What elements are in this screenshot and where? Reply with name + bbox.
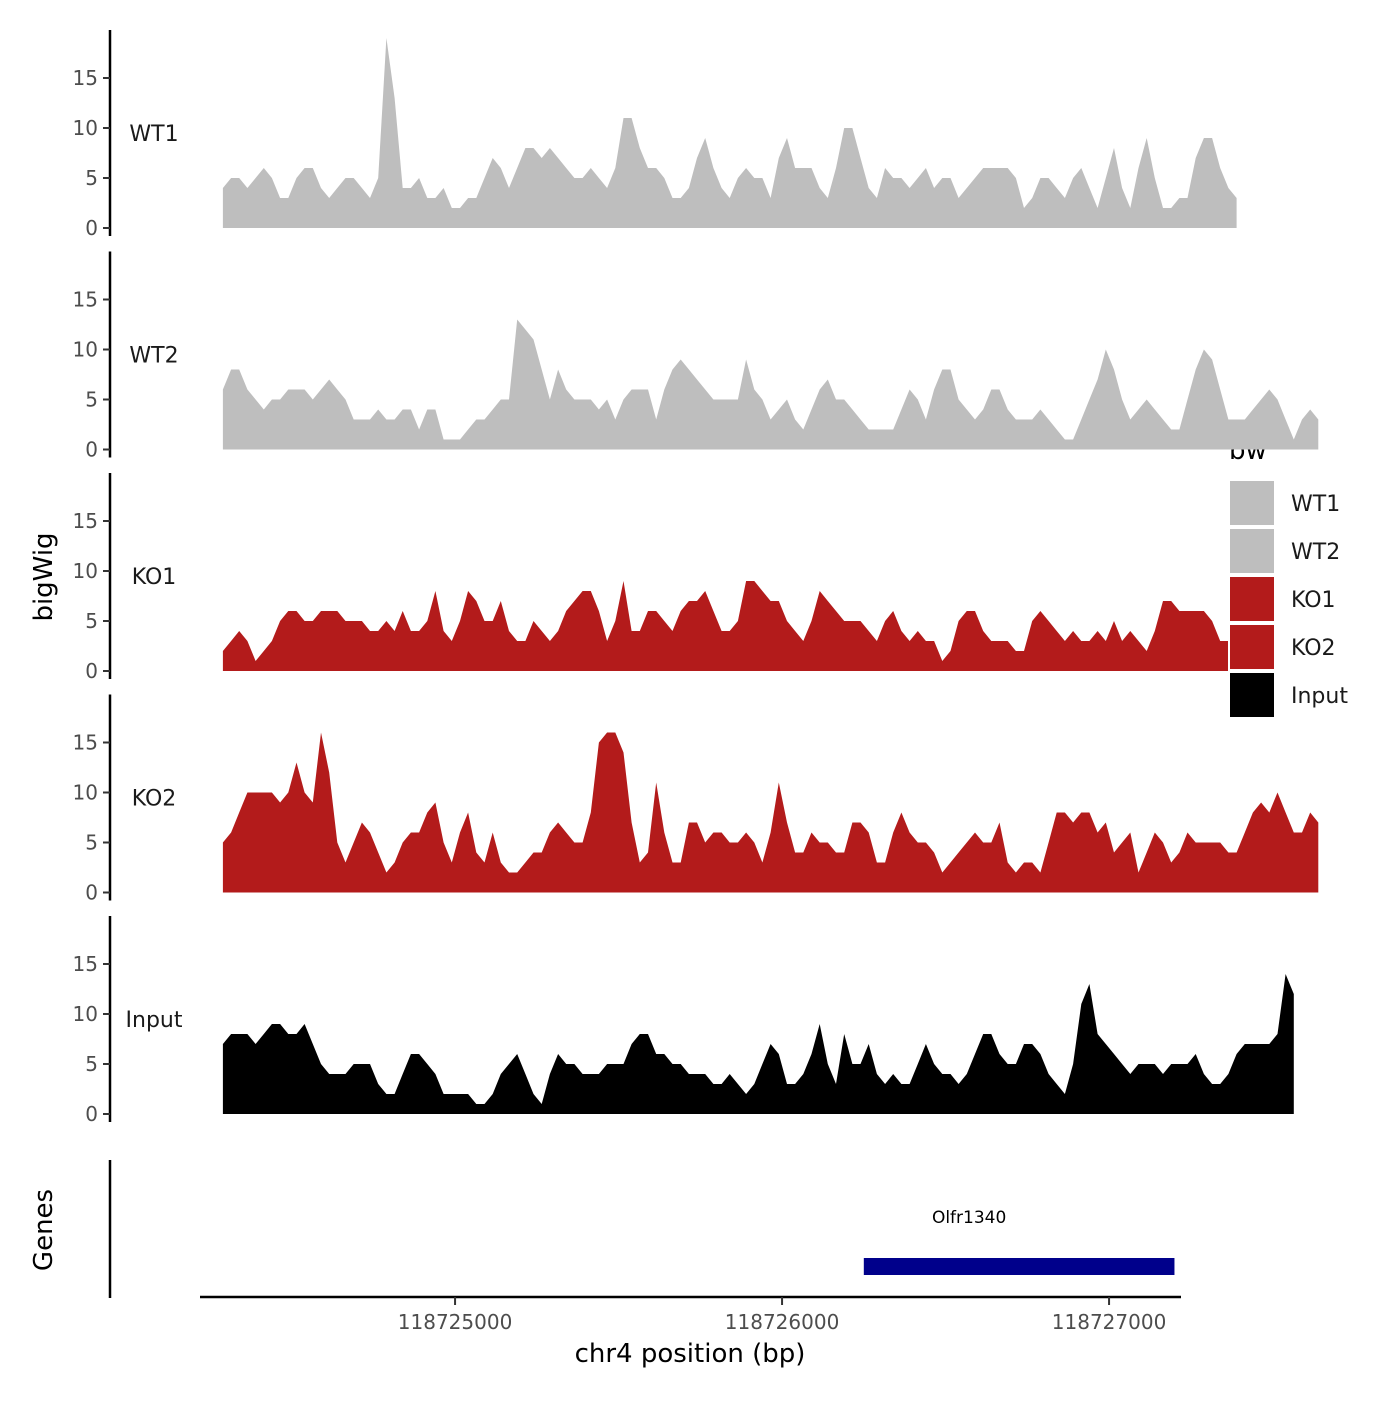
track-label: WT1 [129, 122, 178, 147]
y-tick-label: 10 [73, 781, 98, 805]
legend-key [1228, 623, 1276, 671]
y-tick-label: 0 [85, 1102, 98, 1126]
signal-area [222, 974, 1294, 1114]
track-label: Input [126, 1008, 183, 1033]
track-wt1: 0 5 10 15 WT1 [73, 30, 1237, 240]
legend-key [1228, 575, 1276, 623]
y-tick-label: 0 [85, 881, 98, 905]
signal-area [222, 732, 1319, 893]
legend: WT1 WT2 KO1 KO2 Input [1228, 479, 1348, 719]
y-tick-label: 5 [85, 1052, 98, 1076]
legend-label: KO2 [1291, 636, 1336, 661]
y-tick-label: 10 [73, 1002, 98, 1026]
y-tick-label: 5 [85, 166, 98, 190]
gene-body [863, 1258, 1175, 1275]
genes-track-title: Genes [29, 1189, 59, 1271]
track-label: WT2 [129, 344, 178, 369]
y-tick-label: 5 [85, 831, 98, 855]
x-tick-label: 118727000 [1052, 1310, 1167, 1334]
y-tick-label: 0 [85, 216, 98, 240]
y-axis-title: bigWig [29, 532, 59, 621]
y-tick-label: 5 [85, 388, 98, 412]
tracks-layer: 0 5 10 15 WT1 0 5 10 15 WT2 0 5 10 15 KO1 0 5 10 15 KO2 0 5 10… [73, 30, 1319, 1126]
signal-area [222, 581, 1229, 671]
track-input: 0 5 10 15 Input [73, 916, 1294, 1126]
legend-label: WT2 [1291, 540, 1340, 565]
gene-label: Olfr1340 [932, 1208, 1006, 1228]
signal-area [222, 319, 1319, 450]
legend-label: KO1 [1291, 588, 1336, 613]
y-tick-label: 15 [73, 731, 98, 755]
y-tick-label: 10 [73, 116, 98, 140]
legend-key [1228, 527, 1276, 575]
legend-key [1228, 479, 1276, 527]
y-tick-label: 15 [73, 509, 98, 533]
track-wt2: 0 5 10 15 WT2 [73, 251, 1319, 462]
y-tick-label: 15 [73, 66, 98, 90]
legend-key [1228, 671, 1276, 719]
x-tick-label: 118725000 [398, 1310, 513, 1334]
legend-label: Input [1291, 684, 1348, 709]
track-ko2: 0 5 10 15 KO2 [73, 694, 1319, 905]
track-ko1: 0 5 10 15 KO1 [73, 473, 1229, 683]
signal-area [222, 38, 1237, 228]
legend-label: WT1 [1291, 492, 1340, 517]
y-tick-label: 10 [73, 559, 98, 583]
x-axis-title: chr4 position (bp) [575, 1339, 806, 1369]
x-tick-label: 118726000 [725, 1310, 840, 1334]
x-axis: 118725000 118726000 118727000 [200, 1295, 1181, 1334]
y-tick-label: 0 [85, 438, 98, 462]
track-label: KO1 [132, 565, 177, 590]
y-tick-label: 5 [85, 609, 98, 633]
y-tick-label: 10 [73, 338, 98, 362]
y-tick-label: 15 [73, 288, 98, 312]
y-tick-label: 15 [73, 952, 98, 976]
genes-track: Olfr1340 [108, 1160, 1175, 1298]
track-label: KO2 [132, 787, 177, 812]
y-tick-label: 0 [85, 659, 98, 683]
